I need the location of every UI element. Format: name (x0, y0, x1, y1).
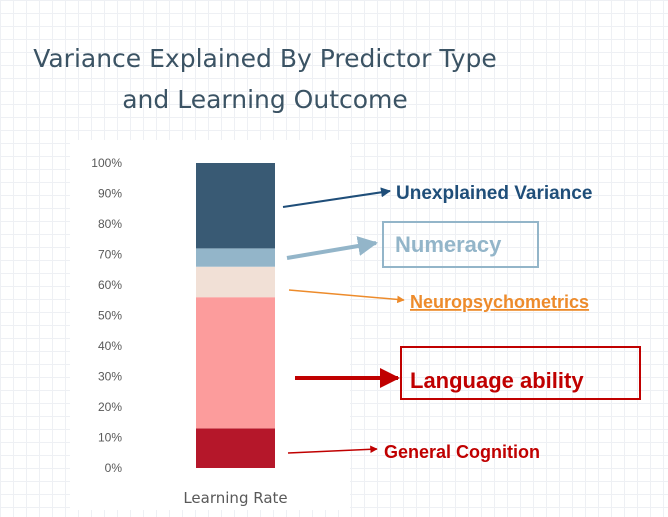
y-tick-label: 0% (105, 461, 123, 475)
annotation-arrow-unexplained-variance (282, 187, 391, 208)
annotation-box-language-ability (400, 346, 641, 400)
bar-segment-general-cognition (196, 428, 275, 468)
y-tick-label: 70% (98, 248, 122, 262)
bar-segment-language-ability (196, 297, 275, 429)
x-category-label: Learning Rate (183, 489, 287, 507)
bar-segment-numeracy (196, 248, 275, 267)
y-tick-label: 30% (98, 370, 122, 384)
annotation-label-general-cognition: General Cognition (384, 442, 540, 462)
y-tick-label: 20% (98, 400, 122, 414)
y-tick-label: 100% (91, 156, 122, 170)
annotation-label-numeracy: Numeracy (395, 232, 502, 257)
annotation-label-unexplained-variance: Unexplained Variance (396, 183, 592, 204)
y-tick-label: 90% (98, 187, 122, 201)
annotation-label-neuropsychometrics: Neuropsychometrics (410, 292, 589, 312)
annotation-arrow-general-cognition (287, 445, 378, 454)
annotation-arrow-numeracy (286, 236, 378, 260)
chart-title-line-2: and Learning Outcome (122, 85, 408, 114)
annotation-label-language-ability: Language ability (410, 368, 584, 393)
annotation-box-numeracy (382, 221, 539, 268)
y-tick-label: 50% (98, 309, 122, 323)
chart-title-line-1: Variance Explained By Predictor Type (33, 44, 497, 73)
bar-segment-unexplained-variance (196, 163, 275, 249)
y-tick-label: 80% (98, 217, 122, 231)
annotation-arrow-neuropsychometrics (288, 289, 405, 304)
bar-segment-neuropsychometrics (196, 266, 275, 298)
chart-title: Variance Explained By Predictor Type and… (0, 38, 530, 120)
y-tick-label: 10% (98, 431, 122, 445)
y-tick-label: 60% (98, 278, 122, 292)
y-tick-label: 40% (98, 339, 122, 353)
